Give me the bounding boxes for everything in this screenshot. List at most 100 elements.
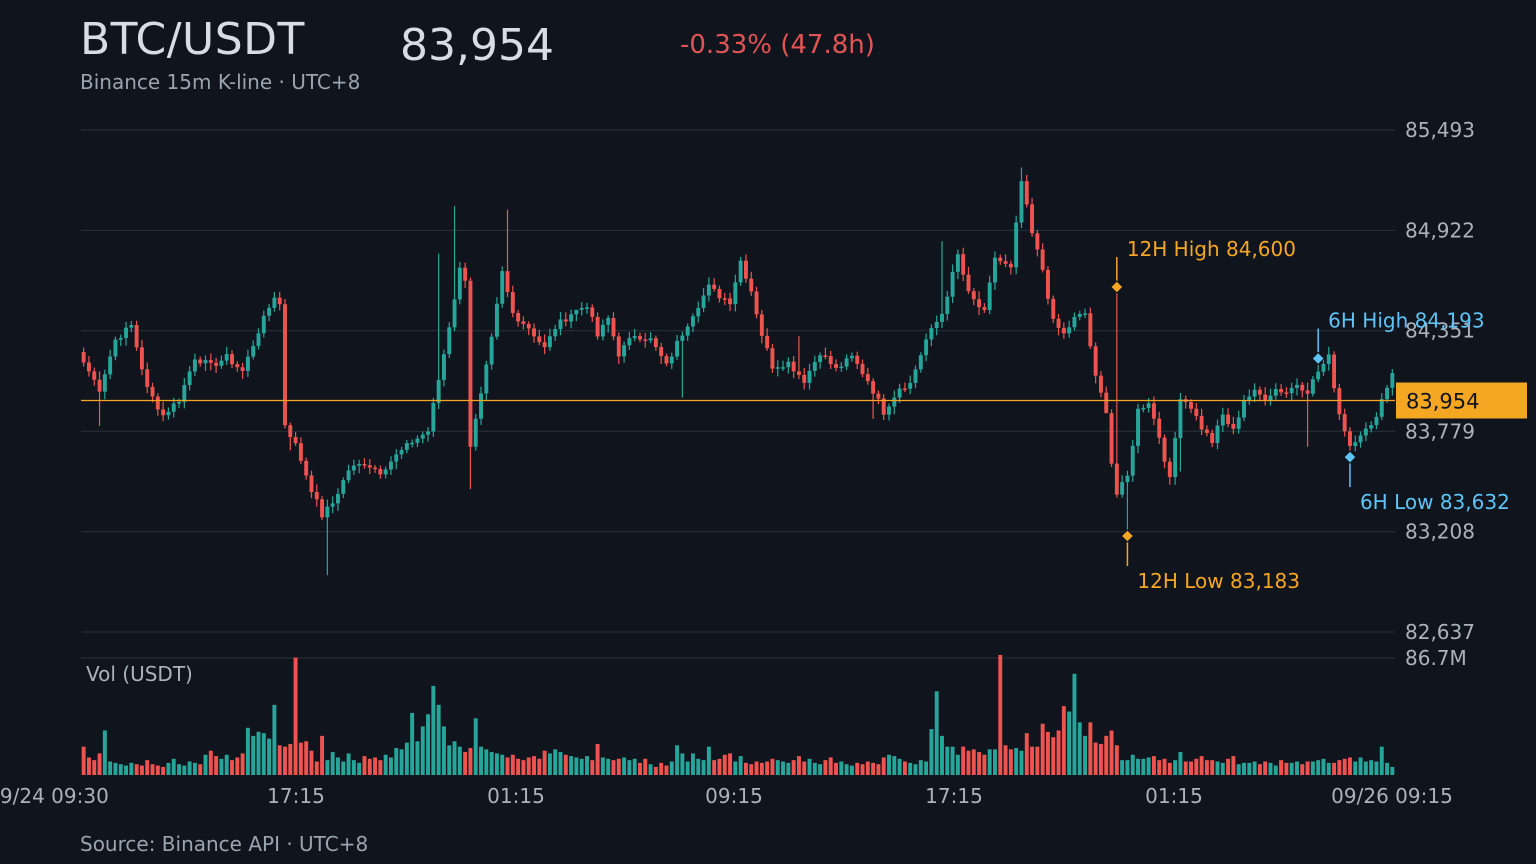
price-change: -0.33% (47.8h): [680, 30, 875, 60]
volume-bar: [288, 743, 293, 775]
candle-body: [81, 351, 86, 363]
candle-body: [691, 316, 695, 327]
candle-body: [569, 314, 574, 322]
candle-body: [240, 367, 245, 371]
volume-bar: [685, 761, 690, 775]
volume-bar: [722, 754, 727, 775]
volume-bar: [420, 726, 425, 775]
volume-bar: [542, 750, 547, 775]
volume-bar: [950, 746, 955, 775]
volume-bar: [823, 760, 828, 775]
candle-body: [993, 257, 997, 283]
volume-bar: [1067, 711, 1072, 775]
volume-bar: [1220, 762, 1225, 775]
volume-bar: [1268, 762, 1273, 775]
candle-body: [1146, 403, 1151, 408]
volume-bar: [1077, 722, 1082, 775]
volume-bar: [341, 761, 346, 775]
candle-body: [383, 469, 388, 475]
volume-bar: [1310, 761, 1315, 775]
candle-body: [134, 325, 139, 348]
volume-bar: [691, 753, 695, 775]
candle-body: [500, 271, 505, 304]
volume-bar: [754, 761, 759, 775]
volume-bar: [759, 762, 764, 775]
candle-body: [298, 443, 303, 461]
candle-body: [526, 323, 531, 329]
candle-body: [579, 307, 584, 310]
candle-body: [897, 388, 902, 398]
candle-body: [198, 359, 203, 364]
candle-body: [669, 356, 674, 364]
candle-body: [638, 336, 642, 340]
volume-bar: [452, 741, 457, 775]
candle-body: [585, 307, 589, 309]
candle-body: [706, 284, 711, 296]
volume-bar: [309, 750, 314, 775]
volume-bar: [1162, 758, 1167, 775]
candle-body: [1257, 389, 1262, 395]
candle-body: [325, 506, 330, 518]
volume-bar: [844, 764, 849, 775]
volume-bar: [547, 753, 552, 775]
volume-bar: [1151, 756, 1156, 775]
volume-bar: [1231, 756, 1236, 775]
volume-bar: [1284, 762, 1289, 775]
volume-bar: [1199, 756, 1204, 775]
volume-bar: [457, 746, 462, 775]
x-tick-label: 09/24 09:30: [0, 784, 109, 808]
volume-bar: [383, 754, 388, 775]
volume-bar: [738, 756, 743, 775]
volume-bar: [876, 764, 881, 775]
volume-bar: [786, 762, 791, 775]
candle-body: [924, 339, 929, 356]
candle-body: [1342, 414, 1347, 432]
volume-bar: [208, 750, 213, 775]
volume-bar: [1247, 762, 1252, 775]
volume-bar: [510, 754, 515, 775]
candle-body: [796, 371, 801, 375]
candle-body: [479, 393, 483, 419]
volume-bar: [627, 760, 632, 775]
candle-body: [743, 260, 748, 279]
candle-body: [865, 374, 870, 382]
candle-body: [1157, 418, 1162, 438]
candle-body: [781, 367, 785, 369]
candle-body: [844, 358, 849, 367]
volume-bar: [924, 761, 929, 775]
volume-bar: [1019, 750, 1024, 775]
candle-body: [627, 338, 632, 346]
candle-body: [214, 362, 219, 366]
volume-bar: [812, 762, 817, 775]
volume-bar: [987, 749, 992, 775]
x-tick-label: 09/26 09:15: [1331, 784, 1453, 808]
y-tick-label: 83,208: [1405, 520, 1475, 544]
candle-body: [632, 336, 637, 339]
candle-body: [786, 361, 791, 368]
candle-body: [230, 354, 234, 365]
volume-bar: [1348, 757, 1352, 775]
volume-bar: [717, 758, 722, 775]
candle-body: [600, 324, 605, 337]
volume-bar: [558, 752, 563, 775]
candle-body: [346, 470, 351, 481]
volume-bar: [436, 704, 441, 775]
candle-body: [547, 336, 552, 348]
candle-body: [283, 304, 287, 426]
volume-bar: [929, 729, 934, 775]
candle-body: [1125, 475, 1130, 483]
y-tick-label: 82,637: [1405, 620, 1475, 644]
volume-axis-label: Vol (USDT): [86, 662, 193, 686]
volume-bar: [240, 753, 245, 775]
volume-bar: [187, 761, 192, 775]
volume-bar: [489, 752, 494, 775]
y-tick-label: 83,779: [1405, 419, 1475, 443]
volume-bar: [336, 757, 340, 775]
volume-bar: [701, 760, 706, 775]
candle-body: [394, 454, 399, 462]
candle-body: [150, 386, 155, 397]
volume-bar: [261, 733, 266, 775]
volume-bar: [431, 685, 436, 775]
volume-bar: [224, 754, 229, 775]
volume-bar: [494, 753, 499, 775]
